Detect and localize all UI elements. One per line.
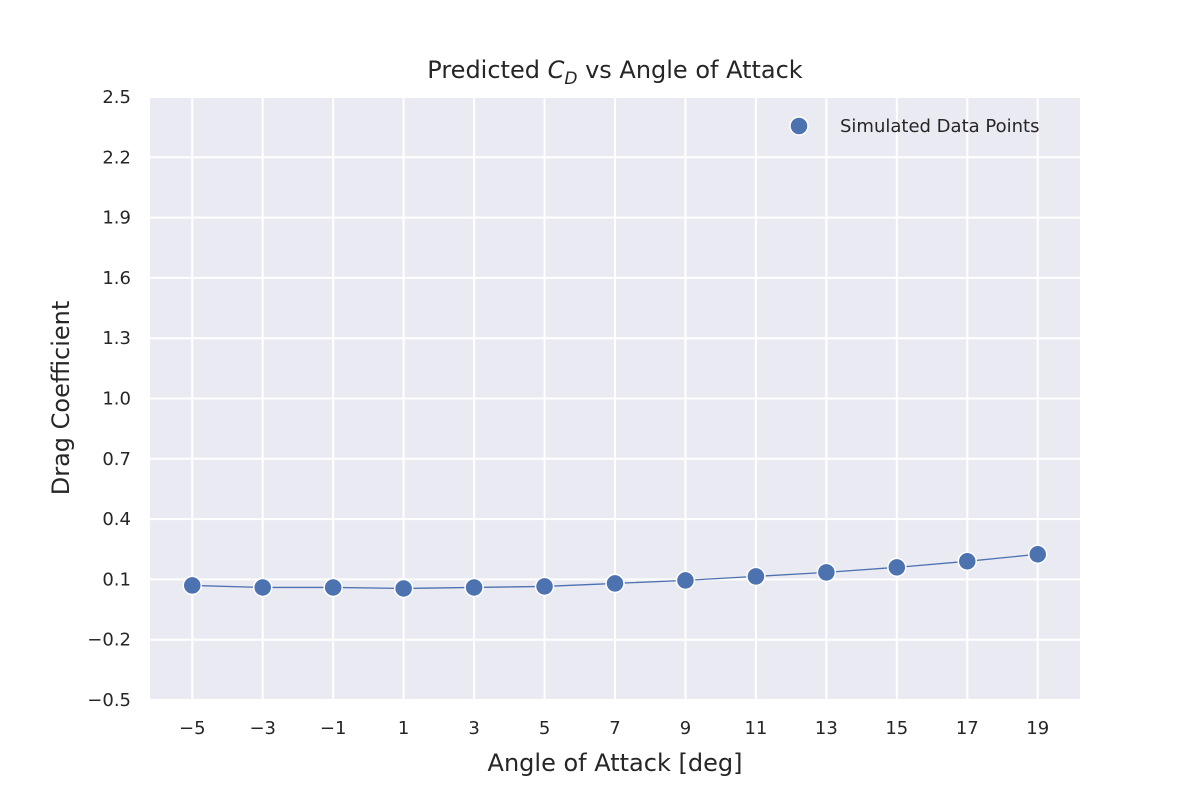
- y-tick-label: 1.0: [102, 389, 131, 410]
- data-point: [464, 577, 484, 598]
- data-point: [675, 570, 696, 591]
- data-point: [816, 562, 837, 583]
- x-tick-label: 11: [744, 718, 767, 739]
- y-tick-label: 2.5: [102, 87, 131, 108]
- y-axis-label: Drag Coefficient: [47, 301, 75, 496]
- data-point: [323, 577, 343, 598]
- data-point: [182, 575, 203, 596]
- data-point: [957, 551, 978, 572]
- y-tick-label: 0.7: [102, 449, 131, 470]
- x-tick-label: −1: [320, 718, 347, 739]
- data-point: [746, 566, 766, 587]
- data-point: [1027, 544, 1048, 565]
- x-tick-label: 9: [680, 718, 691, 739]
- x-tick-label: 17: [956, 718, 979, 739]
- data-point: [887, 557, 907, 578]
- grid-lines: [150, 96, 1080, 701]
- chart-title: Predicted CD vs Angle of Attack: [427, 56, 803, 89]
- x-tick-label: 19: [1026, 718, 1049, 739]
- x-tick-label: 1: [398, 718, 409, 739]
- x-tick-labels: −5 −3 −1 1 3 5 7 9 11 13 15 17 19: [179, 718, 1049, 739]
- y-tick-label: 1.9: [102, 208, 131, 229]
- x-tick-label: 5: [539, 718, 550, 739]
- x-tick-label: 7: [609, 718, 620, 739]
- y-tick-label: 0.1: [102, 569, 131, 590]
- data-point: [605, 573, 625, 594]
- data-point: [393, 578, 414, 599]
- y-tick-label: 2.2: [102, 147, 131, 168]
- x-tick-label: −5: [179, 718, 206, 739]
- x-tick-label: −3: [249, 718, 276, 739]
- y-tick-labels: −0.5 −0.2 0.1 0.4 0.7 1.0 1.3 1.6 1.9 2.2 2.5: [87, 87, 131, 711]
- legend: Simulated Data Points: [789, 116, 1039, 137]
- x-tick-label: 15: [885, 718, 908, 739]
- y-tick-label: 0.4: [102, 509, 131, 530]
- data-point: [252, 577, 273, 598]
- data-point: [534, 576, 555, 597]
- x-tick-label: 13: [815, 718, 838, 739]
- series-layer: [182, 544, 1048, 599]
- x-axis-label: Angle of Attack [deg]: [488, 749, 743, 777]
- x-tick-label: 3: [468, 718, 479, 739]
- y-tick-label: −0.2: [87, 630, 131, 651]
- legend-marker: [789, 116, 809, 136]
- y-tick-label: 1.3: [102, 328, 131, 349]
- y-tick-label: 1.6: [102, 268, 131, 289]
- legend-label: Simulated Data Points: [840, 116, 1039, 137]
- y-tick-label: −0.5: [87, 690, 131, 711]
